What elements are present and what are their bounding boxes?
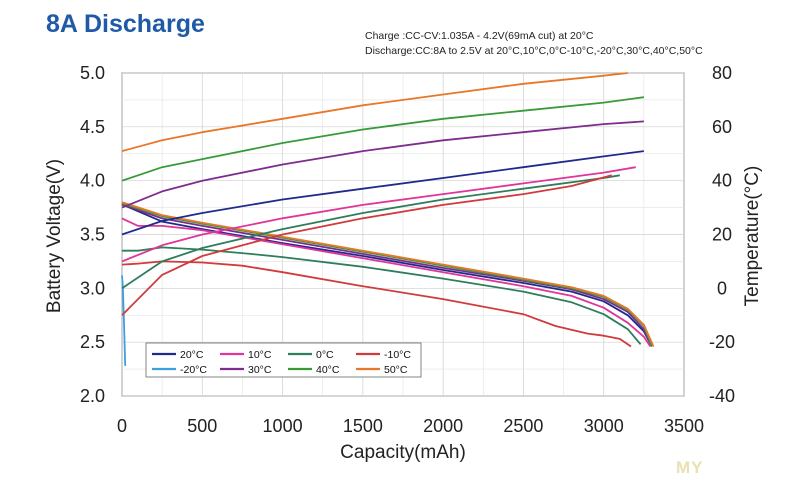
y2-axis-label: Temperature(°C): [742, 166, 763, 307]
series-line-temperature-minus10c: [121, 174, 612, 316]
series-line-voltage-minus10c: [121, 260, 632, 348]
watermark: MY: [676, 458, 704, 477]
series-line-temperature-20c: [121, 150, 645, 236]
y2-axis-ticks: -40 -20 0 20 40 60 80: [709, 63, 735, 406]
legend-label: -10°C: [384, 349, 411, 361]
x-tick-label: 1500: [343, 416, 383, 436]
y2-tick-label: 40: [712, 171, 732, 191]
series-line-voltage-40c: [121, 202, 653, 347]
y-tick-label: 3.5: [80, 225, 105, 245]
x-tick-label: 2500: [503, 416, 543, 436]
x-axis-label: Capacity(mAh): [340, 442, 466, 463]
series-line-temperature-10c: [121, 166, 636, 263]
y-axis-ticks: 2.0 2.5 3.0 3.5 4.0 4.5 5.0: [80, 63, 105, 406]
series-line-voltage-10c: [121, 217, 652, 347]
legend-label: 40°C: [316, 364, 340, 376]
x-tick-label: 500: [187, 416, 217, 436]
y2-tick-label: 60: [712, 117, 732, 137]
series-line-temperature-40c: [121, 96, 645, 182]
x-axis-ticks: 0 500 1000 1500 2000 2500 3000 3500: [117, 416, 704, 436]
x-tick-label: 3500: [664, 416, 704, 436]
series-line-voltage-0c: [122, 246, 642, 345]
legend-label: -20°C: [180, 364, 207, 376]
x-tick-label: 2000: [423, 416, 463, 436]
legend-label: 0°C: [316, 349, 334, 361]
y2-tick-label: 80: [712, 63, 732, 83]
y-tick-label: 4.0: [80, 171, 105, 191]
series-line-temperature-30c: [121, 120, 644, 209]
legend: 20°C 10°C 0°C -10°C -20°C 30°C 40°C 50°C: [145, 342, 422, 378]
legend-label: 10°C: [248, 349, 272, 361]
charge-condition-note: Charge :CC-CV:1.035A - 4.2V(69mA cut) at…: [365, 30, 594, 42]
series-line-voltage-50c: [121, 201, 655, 347]
y-tick-label: 2.0: [80, 386, 105, 406]
y2-tick-label: -20: [709, 332, 735, 352]
y-tick-label: 5.0: [80, 63, 105, 83]
y-axis-label: Battery Voltage(V): [44, 159, 65, 313]
x-tick-label: 0: [117, 416, 127, 436]
y2-tick-label: 20: [712, 225, 732, 245]
legend-box: [145, 342, 422, 378]
chart-title: 8A Discharge: [46, 10, 205, 38]
y2-tick-label: -40: [709, 386, 735, 406]
y-tick-label: 3.0: [80, 278, 105, 298]
discharge-condition-note: Discharge:CC:8A to 2.5V at 20°C,10°C,0°C…: [365, 45, 703, 57]
series-line-voltage-minus20c: [121, 275, 127, 366]
y-tick-label: 2.5: [80, 332, 105, 352]
series-line-temperature-50c: [121, 72, 628, 152]
legend-label: 20°C: [180, 349, 204, 361]
series-line-temperature-0c: [121, 174, 620, 290]
series-lines: [121, 72, 655, 366]
y2-tick-label: 0: [717, 278, 727, 298]
series-line-voltage-20c: [121, 203, 653, 347]
series-line-voltage-30c: [121, 203, 653, 347]
legend-label: 30°C: [248, 364, 272, 376]
x-tick-label: 1000: [263, 416, 303, 436]
y-tick-label: 4.5: [80, 117, 105, 137]
legend-label: 50°C: [384, 364, 408, 376]
x-tick-label: 3000: [584, 416, 624, 436]
